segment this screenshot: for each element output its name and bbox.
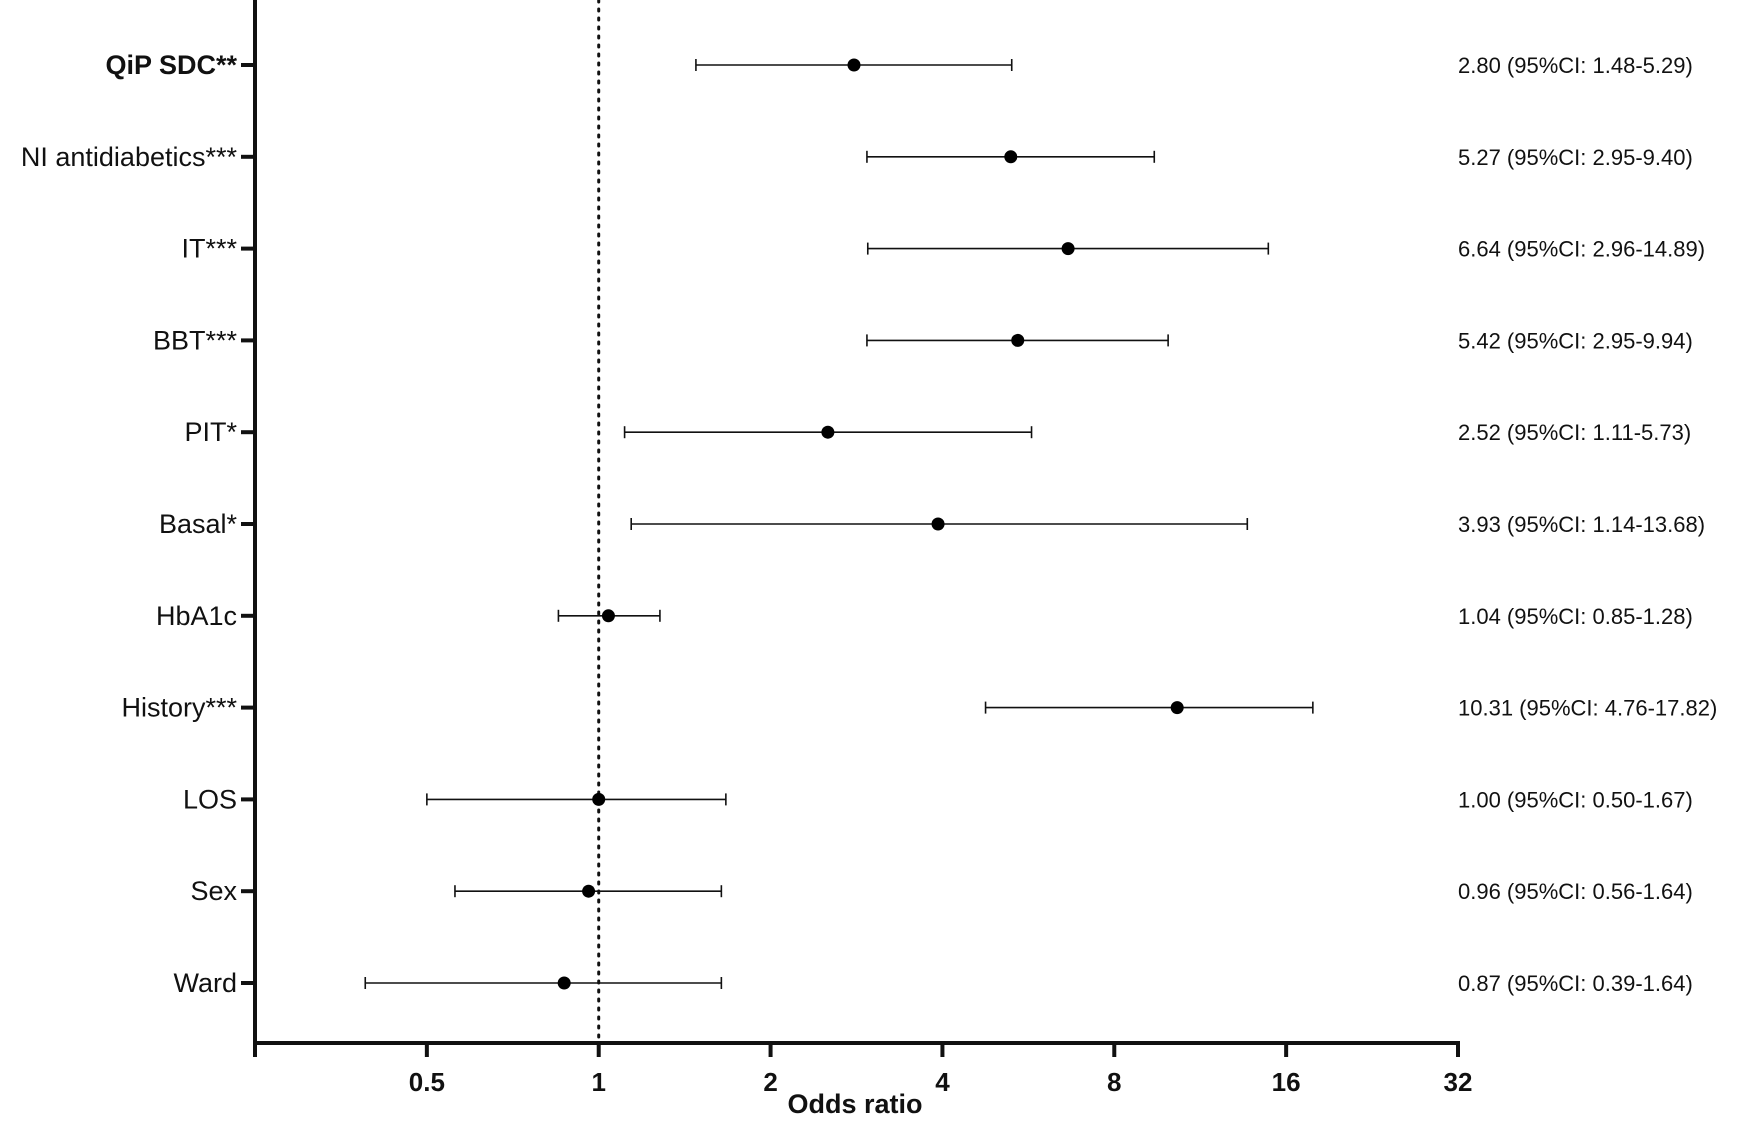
point-estimate [592, 792, 606, 806]
or-annotation: 6.64 (95%CI: 2.96-14.89) [1458, 237, 1705, 262]
or-annotation: 5.27 (95%CI: 2.95-9.40) [1458, 145, 1693, 170]
x-tick-label: 0.5 [409, 1067, 445, 1097]
or-annotation: 10.31 (95%CI: 4.76-17.82) [1458, 696, 1717, 721]
or-annotation: 2.52 (95%CI: 1.11-5.73) [1458, 420, 1691, 445]
category-label: QiP SDC** [105, 50, 237, 80]
category-label: Basal* [159, 509, 238, 539]
category-label: HbA1c [156, 601, 237, 631]
x-tick-label: 16 [1272, 1067, 1301, 1097]
category-label: History*** [121, 693, 237, 723]
point-estimate [1170, 701, 1184, 715]
or-annotation: 2.80 (95%CI: 1.48-5.29) [1458, 53, 1693, 78]
category-label: LOS [183, 784, 237, 814]
category-label: IT*** [181, 234, 237, 264]
or-annotation: 1.04 (95%CI: 0.85-1.28) [1458, 604, 1693, 629]
x-tick-label: 1 [591, 1067, 605, 1097]
x-tick-label: 32 [1444, 1067, 1473, 1097]
or-annotation: 3.93 (95%CI: 1.14-13.68) [1458, 512, 1705, 537]
point-estimate [1011, 333, 1025, 347]
or-annotation: 0.87 (95%CI: 0.39-1.64) [1458, 971, 1693, 996]
x-tick-label: 4 [935, 1067, 950, 1097]
plot-area: 0.5 1 2 4 8 16 32 QiP SDC** 2.80 (95%CI: 1.48-5.… [21, 0, 1717, 1097]
category-label: Sex [190, 876, 237, 906]
point-estimate [931, 517, 945, 531]
or-annotation: 1.00 (95%CI: 0.50-1.67) [1458, 787, 1693, 812]
point-estimate [1061, 242, 1075, 256]
point-estimate [582, 884, 596, 898]
category-label: PIT* [184, 417, 237, 447]
point-estimate [1004, 150, 1018, 164]
point-estimate [601, 609, 615, 623]
category-label: BBT*** [153, 325, 238, 355]
point-estimate [847, 58, 861, 72]
category-label: Ward [173, 968, 237, 998]
x-tick-label: 8 [1107, 1067, 1121, 1097]
x-tick-label: 2 [763, 1067, 777, 1097]
category-label: NI antidiabetics*** [21, 142, 238, 172]
or-annotation: 5.42 (95%CI: 2.95-9.94) [1458, 328, 1693, 353]
or-annotation: 0.96 (95%CI: 0.56-1.64) [1458, 879, 1693, 904]
point-estimate [557, 976, 571, 990]
point-estimate [821, 425, 835, 439]
x-axis-title: Odds ratio [787, 1089, 922, 1119]
